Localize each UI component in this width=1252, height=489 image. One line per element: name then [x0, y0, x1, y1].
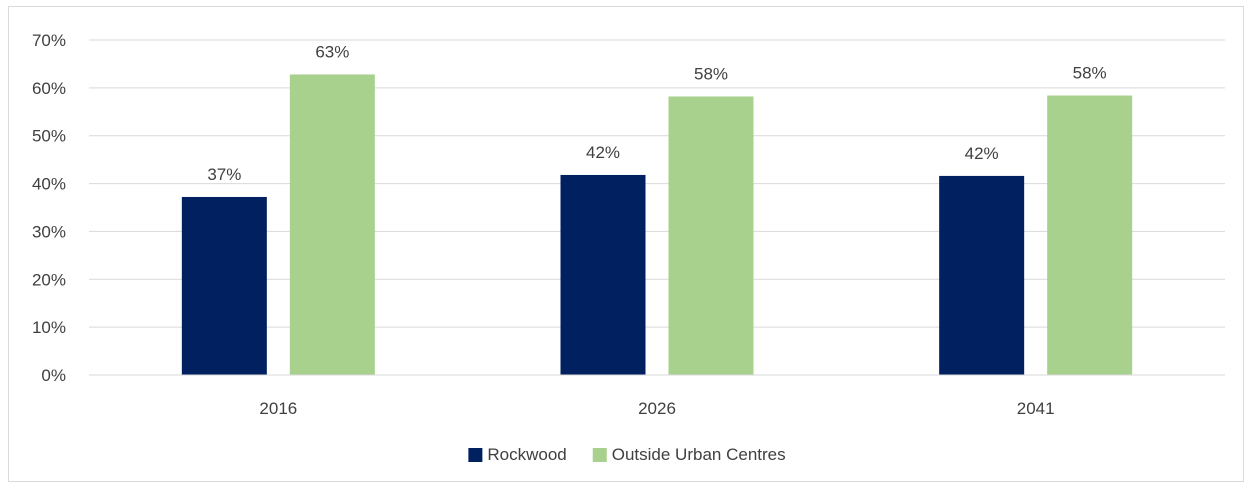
- chart-frame: 0% 10% 20% 30% 40% 50% 60% 70% 37% 63% 42% 58% 42% 5…: [8, 6, 1244, 482]
- bar: [668, 96, 754, 375]
- y-tick-label: 0%: [41, 366, 66, 385]
- data-label: 58%: [694, 64, 728, 83]
- data-label: 42%: [965, 144, 999, 163]
- data-labels: 37% 63% 42% 58% 42% 58%: [207, 42, 1106, 184]
- legend-label: Outside Urban Centres: [612, 445, 786, 464]
- y-tick-label: 50%: [32, 127, 66, 146]
- data-label: 37%: [207, 165, 241, 184]
- x-tick-label: 2016: [259, 399, 297, 418]
- legend-swatch: [468, 448, 483, 462]
- y-tick-label: 10%: [32, 318, 66, 337]
- data-label: 42%: [586, 143, 620, 162]
- data-label: 58%: [1073, 64, 1107, 83]
- legend: Rockwood Outside Urban Centres: [468, 445, 786, 464]
- bars: [181, 74, 1133, 375]
- legend-item: Outside Urban Centres: [592, 445, 786, 464]
- bar: [181, 196, 267, 375]
- x-tick-label: 2026: [638, 399, 676, 418]
- y-tick-label: 30%: [32, 222, 66, 241]
- bar-chart: 0% 10% 20% 30% 40% 50% 60% 70% 37% 63% 42% 58% 42% 5…: [32, 31, 1225, 464]
- bar: [939, 175, 1025, 375]
- y-tick-label: 60%: [32, 79, 66, 98]
- bar: [289, 74, 375, 375]
- y-axis-ticks: 0% 10% 20% 30% 40% 50% 60% 70%: [32, 31, 66, 385]
- y-tick-label: 40%: [32, 175, 66, 194]
- legend-swatch: [592, 448, 607, 462]
- bar: [1047, 95, 1133, 375]
- y-tick-label: 70%: [32, 31, 66, 50]
- legend-item: Rockwood: [468, 445, 567, 464]
- legend-label: Rockwood: [487, 445, 566, 464]
- data-label: 63%: [315, 42, 349, 61]
- y-tick-label: 20%: [32, 270, 66, 289]
- bar: [560, 174, 646, 375]
- x-axis-ticks: 2016 2026 2041: [259, 399, 1054, 418]
- x-tick-label: 2041: [1017, 399, 1055, 418]
- gridlines: [89, 39, 1225, 328]
